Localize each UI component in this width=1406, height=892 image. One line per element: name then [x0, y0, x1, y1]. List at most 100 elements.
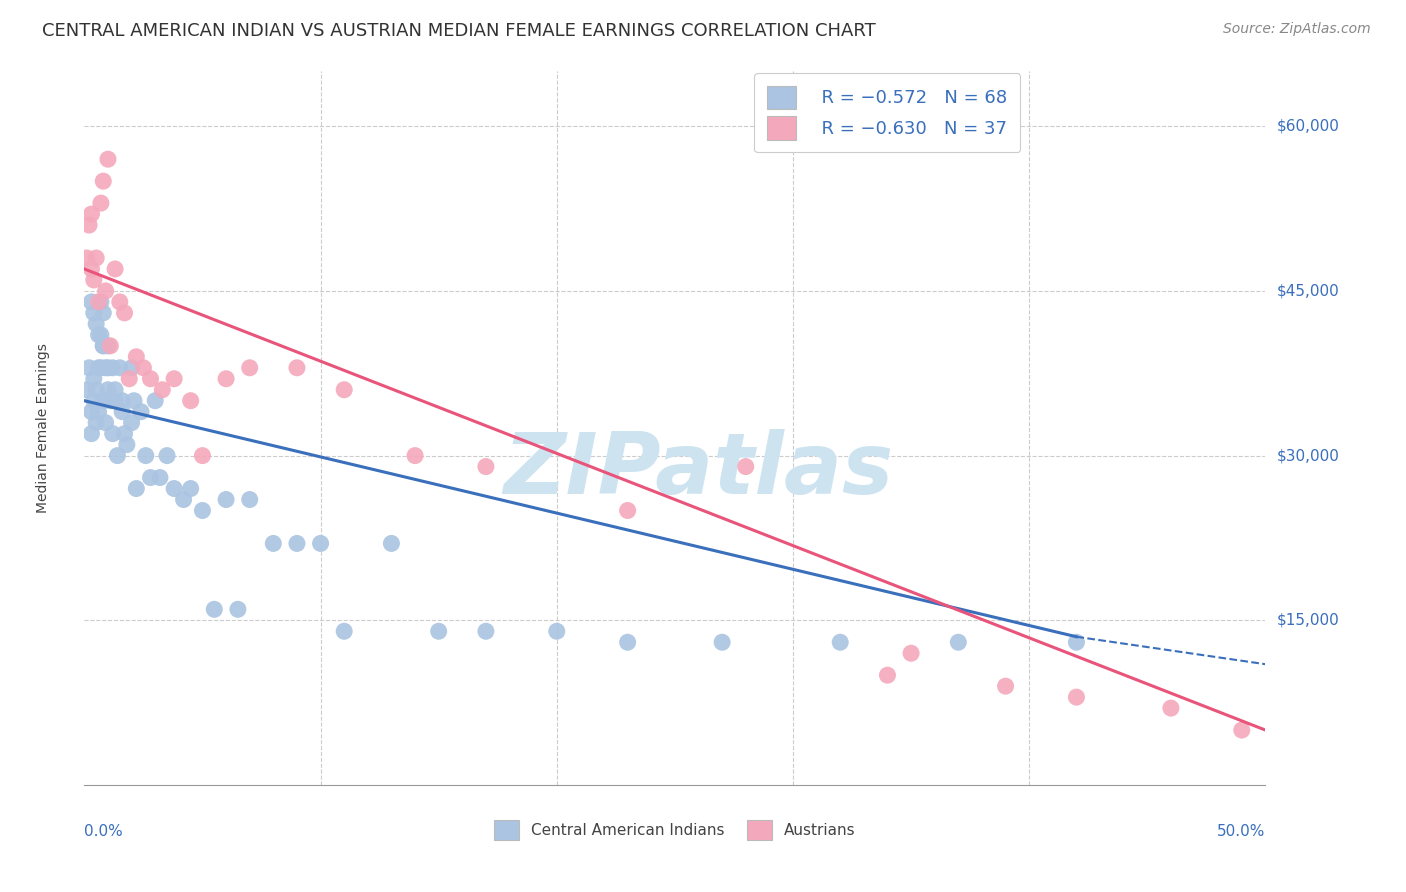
Point	[97, 360, 120, 375]
Point	[163, 482, 186, 496]
Point	[202, 602, 225, 616]
Point	[711, 635, 734, 649]
Point	[132, 360, 155, 375]
Text: 50.0%: 50.0%	[1218, 824, 1265, 838]
Point	[546, 624, 568, 639]
Point	[616, 635, 638, 649]
Point	[143, 393, 166, 408]
Point	[191, 503, 214, 517]
Point	[262, 536, 284, 550]
Point	[1160, 701, 1182, 715]
Point	[84, 251, 107, 265]
Point	[285, 360, 308, 375]
Point	[404, 449, 426, 463]
Point	[129, 405, 152, 419]
Point	[87, 294, 110, 309]
Point	[94, 416, 117, 430]
Point	[830, 635, 852, 649]
Point	[87, 405, 110, 419]
Point	[285, 536, 308, 550]
Point	[80, 262, 103, 277]
Point	[76, 251, 98, 265]
Point	[215, 492, 238, 507]
Point	[111, 405, 134, 419]
Point	[121, 416, 143, 430]
Point	[475, 624, 498, 639]
Point	[91, 339, 114, 353]
Point	[91, 306, 114, 320]
Point	[333, 383, 356, 397]
Point	[97, 339, 120, 353]
Point	[616, 503, 638, 517]
Point	[83, 393, 105, 408]
Point	[900, 646, 922, 660]
Point	[173, 492, 195, 507]
Point	[77, 218, 100, 232]
Text: CENTRAL AMERICAN INDIAN VS AUSTRIAN MEDIAN FEMALE EARNINGS CORRELATION CHART: CENTRAL AMERICAN INDIAN VS AUSTRIAN MEDI…	[42, 22, 876, 40]
Point	[80, 405, 103, 419]
Point	[90, 196, 112, 211]
Point	[97, 152, 120, 166]
Point	[139, 372, 162, 386]
Point	[226, 602, 249, 616]
Point	[101, 426, 124, 441]
Text: 0.0%: 0.0%	[84, 824, 124, 838]
Point	[333, 624, 356, 639]
Point	[734, 459, 756, 474]
Point	[90, 360, 112, 375]
Point	[90, 294, 112, 309]
Point	[98, 339, 121, 353]
Point	[94, 360, 117, 375]
Text: Source: ZipAtlas.com: Source: ZipAtlas.com	[1223, 22, 1371, 37]
Point	[87, 360, 110, 375]
Point	[475, 459, 498, 474]
Point	[994, 679, 1017, 693]
Point	[97, 383, 120, 397]
Point	[309, 536, 332, 550]
Point	[80, 207, 103, 221]
Point	[83, 306, 105, 320]
Point	[76, 383, 98, 397]
Point	[125, 482, 148, 496]
Point	[180, 482, 202, 496]
Point	[77, 360, 100, 375]
Point	[114, 306, 136, 320]
Point	[104, 383, 127, 397]
Point	[121, 360, 143, 375]
Point	[180, 393, 202, 408]
Point	[156, 449, 179, 463]
Point	[87, 327, 110, 342]
Point	[84, 383, 107, 397]
Text: ZIPatlas: ZIPatlas	[503, 429, 894, 513]
Point	[107, 449, 129, 463]
Point	[118, 372, 141, 386]
Point	[1230, 723, 1253, 737]
Point	[90, 327, 112, 342]
Point	[149, 470, 172, 484]
Point	[108, 360, 131, 375]
Point	[101, 360, 124, 375]
Point	[948, 635, 970, 649]
Point	[94, 284, 117, 298]
Point	[83, 273, 105, 287]
Text: $45,000: $45,000	[1277, 284, 1340, 299]
Point	[139, 470, 162, 484]
Point	[163, 372, 186, 386]
Point	[91, 174, 114, 188]
Point	[91, 393, 114, 408]
Text: $60,000: $60,000	[1277, 119, 1340, 134]
Point	[111, 393, 134, 408]
Point	[122, 393, 145, 408]
Point	[83, 372, 105, 386]
Point	[98, 393, 121, 408]
Point	[108, 294, 131, 309]
Text: $30,000: $30,000	[1277, 448, 1340, 463]
Point	[150, 383, 173, 397]
Point	[84, 317, 107, 331]
Legend: Central American Indians, Austrians: Central American Indians, Austrians	[485, 811, 865, 848]
Point	[80, 426, 103, 441]
Point	[104, 262, 127, 277]
Text: Median Female Earnings: Median Female Earnings	[37, 343, 51, 513]
Point	[80, 294, 103, 309]
Point	[239, 360, 262, 375]
